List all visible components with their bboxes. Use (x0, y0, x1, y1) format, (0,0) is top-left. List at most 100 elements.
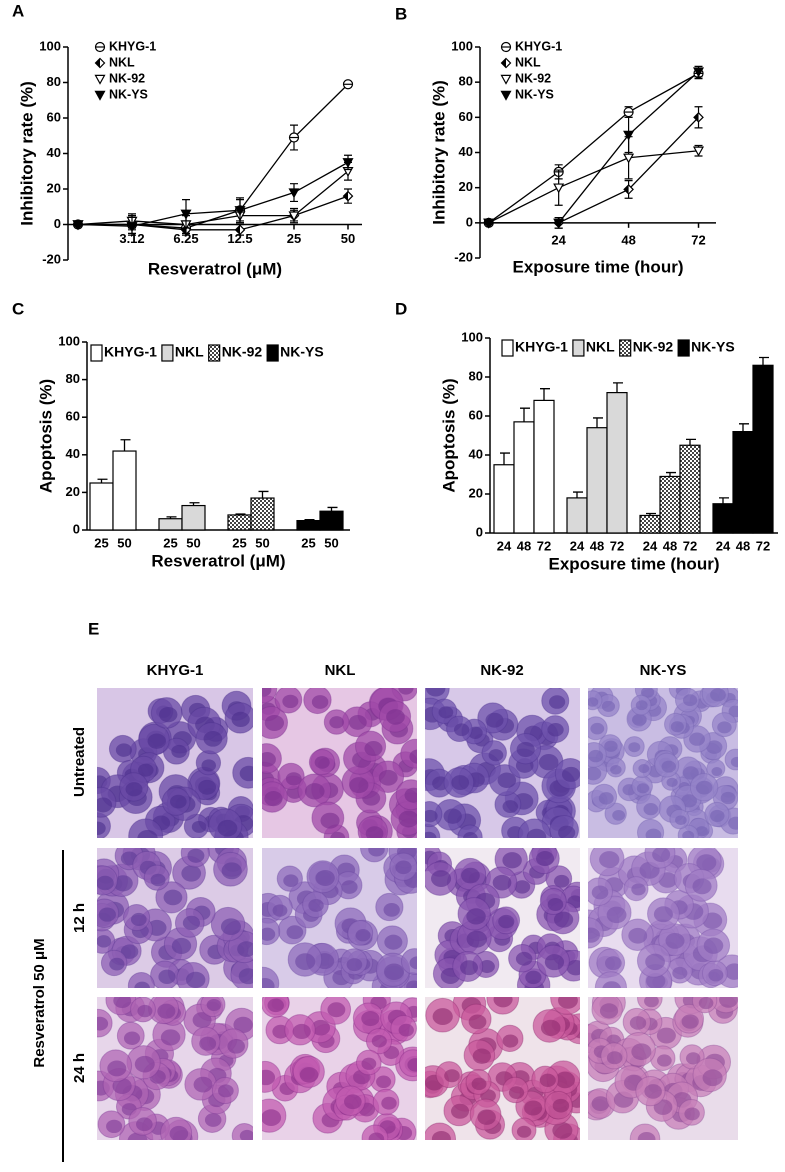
legend-label: NKL (109, 55, 135, 69)
x-tick-label: 24 (643, 538, 658, 553)
micrograph-nucleus (97, 875, 114, 891)
micrograph-nucleus (227, 1038, 245, 1054)
x-tick-label: 72 (691, 232, 705, 247)
micrograph (425, 997, 580, 1140)
micrograph-nucleus (502, 852, 522, 869)
micrograph-nucleus (125, 782, 143, 797)
micrograph-nucleus (137, 1004, 153, 1018)
y-tick-label: 0 (73, 521, 80, 536)
legend-label: NK-92 (109, 71, 145, 85)
micrograph-nucleus (376, 1075, 392, 1089)
micrograph-nucleus (692, 878, 712, 895)
legend-label: NKL (175, 344, 204, 360)
marker (288, 188, 300, 199)
x-tick-label: 48 (517, 538, 531, 553)
micrograph-nucleus (330, 831, 346, 838)
micrograph-nucleus (238, 968, 253, 985)
micrograph-nucleus (471, 1077, 487, 1091)
marker (342, 190, 354, 202)
micrograph (97, 688, 253, 838)
micrograph-nucleus (644, 997, 659, 1008)
micrograph-nucleus (588, 766, 602, 781)
y-tick-label: 60 (66, 409, 80, 424)
legend-label: NK-92 (515, 71, 551, 85)
micrograph-nucleus (158, 969, 176, 984)
micrograph-nucleus (720, 791, 736, 805)
y-tick-label: 100 (461, 329, 483, 344)
bar (566, 497, 588, 534)
micrograph-nucleus (283, 874, 299, 888)
group-label: Resveratrol 50 μM (31, 938, 48, 1067)
micrograph-nucleus (653, 906, 673, 923)
micrograph-nucleus (262, 752, 276, 767)
micrograph (97, 848, 253, 988)
micrograph (262, 688, 417, 838)
y-tick-label: 80 (469, 368, 483, 383)
micrograph-nucleus (547, 897, 564, 911)
micrograph-nucleus (203, 731, 223, 747)
micrograph-nucleus (355, 928, 371, 942)
legend-label: NK-YS (109, 87, 148, 101)
micrograph (588, 848, 738, 988)
bar (89, 482, 114, 531)
column-label: NKL (325, 662, 356, 679)
micrograph-nucleus (217, 1084, 234, 1098)
y-tick-label: -20 (454, 249, 473, 264)
micrograph-nucleus (150, 873, 166, 887)
series-line (78, 195, 349, 231)
micrograph-nucleus (171, 937, 192, 955)
marker-shape (624, 184, 629, 194)
micrograph-nucleus (136, 1117, 153, 1132)
micrograph-nucleus (508, 1086, 525, 1100)
micrograph-nucleus (702, 1069, 723, 1087)
micrograph-nucleus (220, 918, 241, 936)
micrograph-nucleus (552, 1122, 573, 1139)
error-bar (739, 423, 749, 432)
micrograph-nucleus (381, 1096, 397, 1110)
marker (72, 220, 84, 231)
micrograph-nucleus (438, 706, 454, 719)
y-tick-label: -20 (42, 251, 61, 266)
micrograph-nucleus (157, 1003, 176, 1019)
micrograph-nucleus (320, 812, 340, 829)
y-tick-label: 80 (47, 74, 61, 89)
y-tick-label: 0 (466, 214, 473, 229)
micrograph-nucleus (602, 981, 621, 988)
micrograph-nucleus (163, 889, 183, 906)
marker (94, 57, 106, 69)
y-tick-label: 100 (451, 38, 473, 53)
y-tick-label: 40 (469, 446, 483, 461)
micrograph-nucleus (598, 792, 614, 805)
micrograph-nucleus (120, 944, 139, 959)
micrograph-nucleus (262, 1069, 276, 1086)
micrograph-nucleus (425, 831, 437, 838)
micrograph-nucleus (730, 756, 738, 768)
micrograph-nucleus (113, 997, 132, 1009)
legend-swatch (501, 339, 514, 357)
bar (250, 497, 275, 531)
micrograph-nucleus (348, 714, 367, 730)
micrograph-nucleus (632, 713, 647, 726)
legend-swatch (90, 344, 103, 362)
y-tick-label: 20 (47, 180, 61, 195)
x-tick-label: 3.12 (119, 231, 144, 246)
micrograph-nucleus (526, 828, 547, 838)
micrograph-nucleus (675, 815, 687, 826)
micrograph-nucleus (689, 732, 705, 746)
bar (659, 475, 681, 534)
micrograph-nucleus (552, 1098, 570, 1113)
x-tick-label: 6.25 (173, 231, 198, 246)
micrograph-nucleus (134, 1055, 155, 1073)
row-label: Untreated (71, 727, 88, 797)
micrograph-nucleus (137, 763, 154, 777)
micrograph-nucleus (645, 828, 662, 838)
micrograph-nucleus (638, 763, 650, 774)
micrograph (425, 848, 580, 988)
bar (639, 514, 661, 534)
micrograph-nucleus (398, 1023, 414, 1037)
panel-letter: A (12, 1, 24, 20)
micrograph-nucleus (199, 1036, 217, 1051)
error-bar (686, 438, 696, 446)
marker (693, 111, 704, 123)
micrograph-nucleus (160, 1029, 181, 1046)
